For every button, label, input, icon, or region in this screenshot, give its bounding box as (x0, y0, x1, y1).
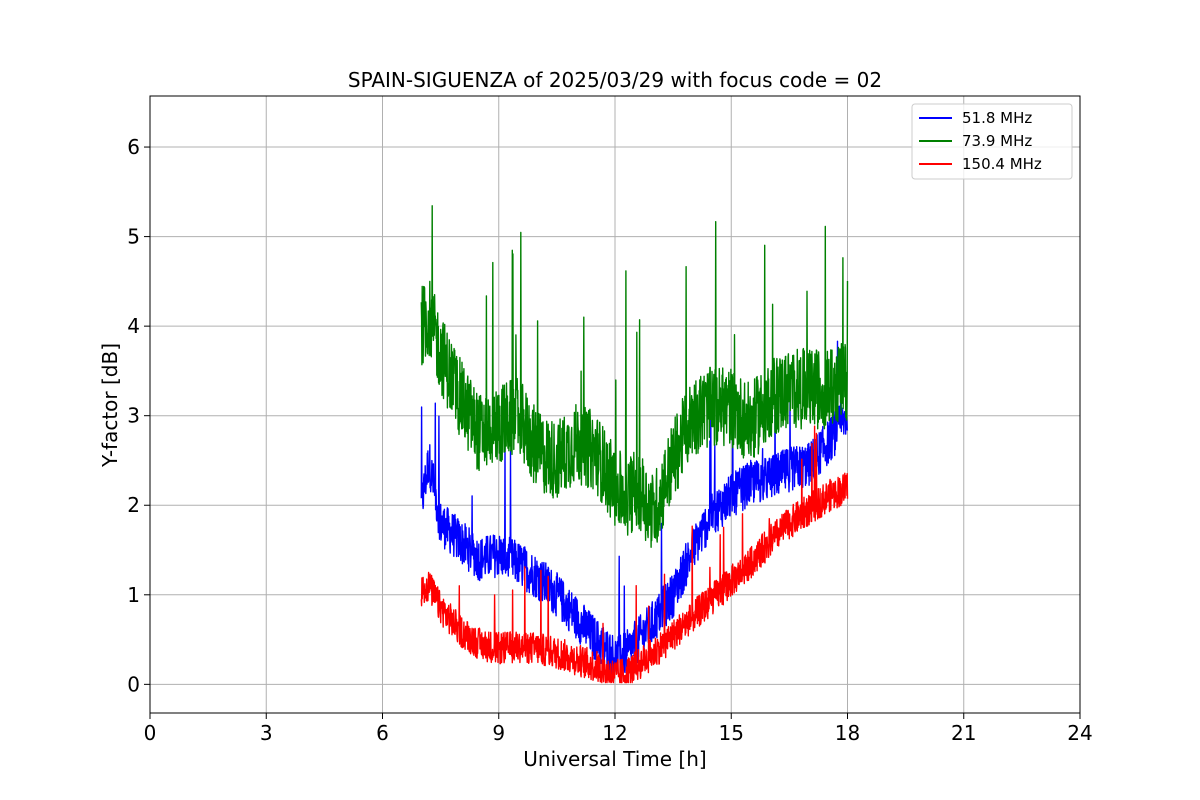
legend-box (911, 103, 1073, 180)
y-axis-label: Y-factor [dB] (98, 343, 122, 468)
series-line-2 (420, 425, 849, 684)
x-tick-label: 3 (260, 721, 273, 745)
chart-title: SPAIN-SIGUENZA of 2025/03/29 with focus … (348, 68, 882, 92)
y-tick-label: 6 (127, 135, 140, 159)
legend-label: 51.8 MHz (962, 109, 1032, 127)
y-tick-label: 2 (127, 493, 140, 517)
legend-label: 150.4 MHz (962, 155, 1042, 173)
x-axis-label: Universal Time [h] (523, 747, 706, 771)
x-tick-label: 21 (951, 721, 976, 745)
series-line-1 (420, 205, 849, 548)
x-tick-label: 12 (602, 721, 627, 745)
y-tick-label: 4 (127, 314, 140, 338)
x-tick-label: 18 (835, 721, 860, 745)
y-tick-label: 0 (127, 672, 140, 696)
legend-label: 73.9 MHz (962, 132, 1032, 150)
y-tick-label: 3 (127, 404, 140, 428)
series-lines (420, 205, 849, 684)
x-tick-label: 9 (492, 721, 505, 745)
x-tick-label: 24 (1067, 721, 1092, 745)
legend: 51.8 MHz 73.9 MHz 150.4 MHz (911, 103, 1073, 180)
x-tick-label: 15 (719, 721, 744, 745)
x-tick-label: 6 (376, 721, 389, 745)
y-tick-label: 5 (127, 225, 140, 249)
series-line-0 (420, 340, 849, 679)
x-tick-label: 0 (144, 721, 157, 745)
y-tick-label: 1 (127, 583, 140, 607)
